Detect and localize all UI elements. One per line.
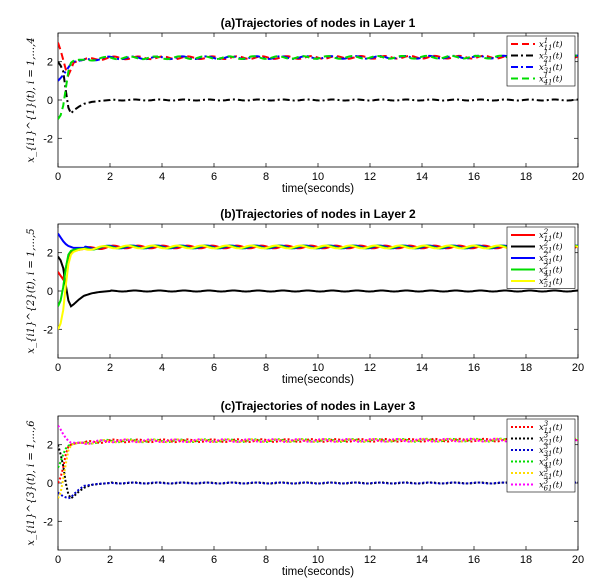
chart-title: (b)Trajectories of nodes in Layer 2 [220,207,416,221]
x-tick-label: 2 [107,171,113,183]
series-line-5 [58,244,578,330]
series-group [58,425,578,500]
x-tick-label: 8 [263,554,269,566]
legend: x3 11(t)x3 21(t)x3 31(t)x3 41(t)x3 51(t)x3 61(… [506,418,576,493]
chart-title: (a)Trajectories of nodes in Layer 1 [221,16,416,30]
y-tick-label: 0 [47,478,53,490]
chart-panel-2: 0 2 4 6 8 10 12 14 16 18 20 -2 0 2 (b)Trajectories of … [26,207,584,386]
y-tick-label: 2 [47,440,53,452]
chart-panel-3: 0 2 4 6 8 10 12 14 16 18 20 -2 0 2 (c)Trajectories of … [26,399,584,578]
legend-label: x2 11(t) [539,228,563,243]
legend-label: x2 21(t) [539,240,563,255]
x-axis-label: time(seconds) [282,566,354,578]
legend-label: x1 41(t) [539,72,563,87]
x-tick-label: 10 [312,362,324,374]
legend-label: x3 41(t) [539,455,563,470]
x-tick-label: 12 [364,362,376,374]
legend-label: x3 51(t) [539,466,563,481]
series-group [58,233,578,330]
legend-label: x3 21(t) [539,432,563,447]
y-tick-label: 2 [47,57,53,69]
y-tick-label: 0 [47,95,53,107]
x-tick-label: 6 [211,362,217,374]
series-line-2 [58,61,578,116]
x-tick-label: 14 [416,171,428,183]
x-axis-label: time(seconds) [282,183,354,195]
y-tick-label: -2 [43,324,53,336]
y-tick-label: 2 [47,248,53,260]
y-axis-label: x_{i1}^{3}(t), i = 1,...,6 [26,420,37,546]
x-tick-label: 0 [55,554,61,566]
legend-label: x3 11(t) [539,420,563,435]
legend-label: x1 11(t) [539,37,563,52]
x-tick-label: 18 [520,171,532,183]
legend-label: x1 31(t) [539,60,563,75]
x-tick-label: 2 [107,554,113,566]
y-tick-label: 0 [47,286,53,298]
legend: x2 11(t)x2 21(t)x2 31(t)x2 41(t)x2 51(t) [506,226,576,289]
x-tick-label: 20 [572,554,584,566]
x-tick-label: 18 [520,554,532,566]
x-tick-label: 8 [263,171,269,183]
legend-label: x3 61(t) [539,478,563,493]
legend-box [506,35,576,87]
x-tick-label: 10 [312,554,324,566]
y-axis-label: x_{i1}^{1}(t), i = 1,...,4 [26,37,37,162]
x-tick-label: 4 [159,362,165,374]
x-tick-label: 0 [55,171,61,183]
x-tick-label: 16 [468,554,480,566]
x-tick-label: 14 [416,362,428,374]
x-tick-label: 12 [364,171,376,183]
series-line-4 [58,54,578,120]
legend-label: x2 41(t) [539,263,563,278]
legend-label: x2 31(t) [539,251,563,266]
series-line-2 [58,255,578,308]
legend-label: x3 31(t) [539,443,563,458]
x-tick-label: 12 [364,554,376,566]
x-tick-label: 4 [159,554,165,566]
series-line-3 [58,481,578,500]
y-axis-label: x_{i1}^{2}(t), i = 1,...,5 [26,228,37,353]
x-tick-label: 6 [211,171,217,183]
x-tick-label: 0 [55,362,61,374]
legend-box [506,418,576,493]
legend-label: x2 51(t) [539,274,563,289]
x-tick-label: 20 [572,362,584,374]
x-tick-label: 2 [107,362,113,374]
x-tick-label: 6 [211,554,217,566]
x-tick-label: 18 [520,362,532,374]
x-tick-label: 16 [468,171,480,183]
x-tick-label: 8 [263,362,269,374]
chart-title: (c)Trajectories of nodes in Layer 3 [221,399,416,413]
y-tick-label: -2 [43,516,53,528]
series-line-6 [58,425,578,445]
x-tick-label: 20 [572,171,584,183]
x-tick-label: 10 [312,171,324,183]
x-tick-label: 4 [159,171,165,183]
y-tick-label: -2 [43,133,53,145]
series-line-5 [58,437,578,499]
series-group [58,42,578,120]
legend: x1 11(t)x1 21(t)x1 31(t)x1 41(t) [506,35,576,87]
x-tick-label: 14 [416,554,428,566]
x-tick-label: 16 [468,362,480,374]
legend-label: x1 21(t) [539,49,563,64]
chart-panel-1: 0 2 4 6 8 10 12 14 16 18 20 -2 0 2 (a)Trajectories of … [26,16,584,195]
x-axis-label: time(seconds) [282,374,354,386]
